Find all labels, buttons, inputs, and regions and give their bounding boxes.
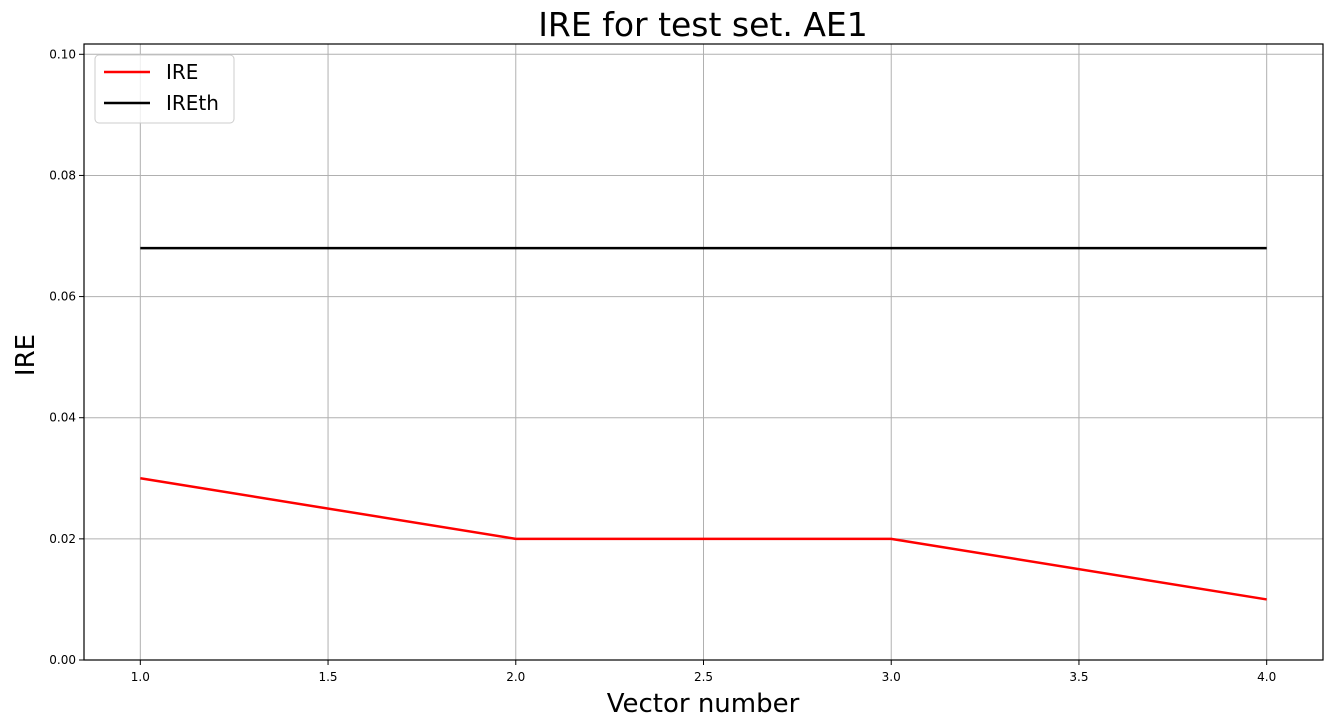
y-tick-label: 0.00 [49,653,76,667]
x-tick-label: 4.0 [1257,670,1276,684]
x-tick-label: 3.5 [1069,670,1088,684]
series-line-ire [140,477,1267,601]
y-tick-label: 0.10 [49,47,76,61]
y-tick-label: 0.04 [49,411,76,425]
x-tick-label: 2.0 [506,670,525,684]
legend-label-ire: IRE [166,60,198,84]
legend-label-ireth: IREth [166,91,219,115]
x-axis-label: Vector number [607,689,800,719]
y-axis-label: IRE [11,334,41,376]
legend: IRE IREth [94,54,235,124]
x-tick-label: 1.5 [318,670,337,684]
chart-title: IRE for test set. AE1 [538,5,868,44]
plot-frame [83,43,1324,661]
x-tick-label: 2.5 [694,670,713,684]
y-tick-label: 0.08 [49,168,76,182]
x-tick-label: 3.0 [882,670,901,684]
y-tick-label: 0.06 [49,290,76,304]
y-tick-label: 0.02 [49,532,76,546]
x-tick-label: 1.0 [131,670,150,684]
